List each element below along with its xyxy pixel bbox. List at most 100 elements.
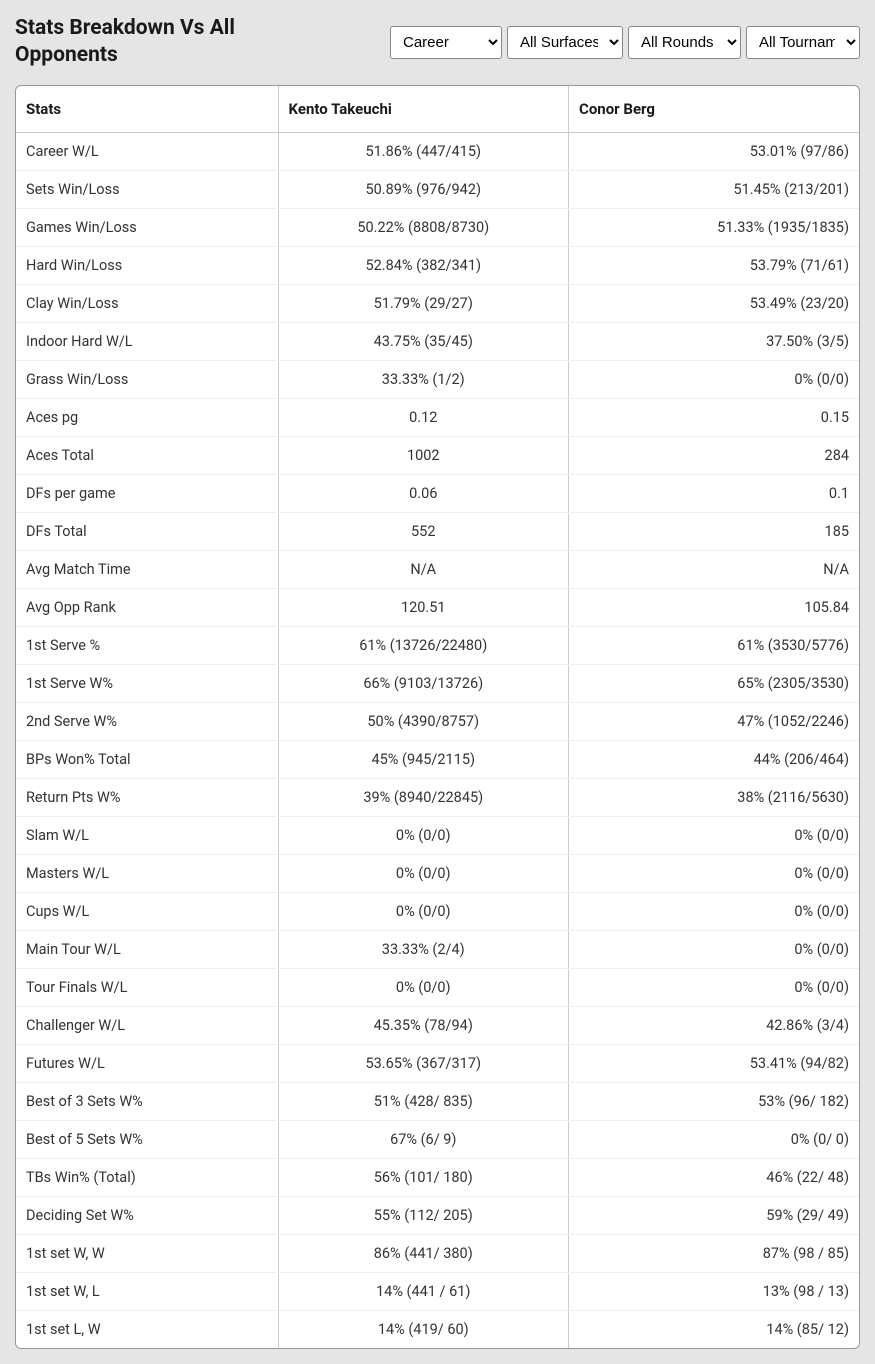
filter-surface[interactable]: All Surfaces [507,26,623,59]
stat-value-player2: 105.84 [569,588,860,626]
stat-value-player1: 0% (0/0) [278,854,568,892]
table-row: Cups W/L0% (0/0)0% (0/0) [16,892,859,930]
stat-label: Avg Opp Rank [16,588,278,626]
stat-value-player2: 53.79% (71/61) [569,246,860,284]
stat-value-player1: 120.51 [278,588,568,626]
table-row: Hard Win/Loss52.84% (382/341)53.79% (71/… [16,246,859,284]
stat-value-player2: 61% (3530/5776) [569,626,860,664]
stat-label: Challenger W/L [16,1006,278,1044]
table-row: DFs per game0.060.1 [16,474,859,512]
table-row: Sets Win/Loss50.89% (976/942)51.45% (213… [16,170,859,208]
stat-value-player2: 0% (0/0) [569,360,860,398]
stat-label: Masters W/L [16,854,278,892]
filter-rounds[interactable]: All Rounds [628,26,741,59]
stat-value-player1: 67% (6/ 9) [278,1120,568,1158]
stat-value-player1: 45.35% (78/94) [278,1006,568,1044]
stat-label: Tour Finals W/L [16,968,278,1006]
stat-value-player1: 33.33% (2/4) [278,930,568,968]
table-row: 1st set W, L14% (441 / 61)13% (98 / 13) [16,1272,859,1310]
stat-value-player1: 39% (8940/22845) [278,778,568,816]
table-row: BPs Won% Total45% (945/2115)44% (206/464… [16,740,859,778]
table-row: 2nd Serve W%50% (4390/8757)47% (1052/224… [16,702,859,740]
filter-career[interactable]: Career [390,26,502,59]
stat-value-player1: 50.89% (976/942) [278,170,568,208]
stat-label: 1st set L, W [16,1310,278,1348]
stat-label: 1st set W, W [16,1234,278,1272]
stat-value-player1: 0% (0/0) [278,968,568,1006]
table-row: TBs Win% (Total)56% (101/ 180)46% (22/ 4… [16,1158,859,1196]
table-row: 1st set L, W14% (419/ 60)14% (85/ 12) [16,1310,859,1348]
stat-value-player1: 1002 [278,436,568,474]
stat-value-player2: 44% (206/464) [569,740,860,778]
stat-label: Games Win/Loss [16,208,278,246]
stat-value-player2: 53.49% (23/20) [569,284,860,322]
stat-label: DFs Total [16,512,278,550]
stat-label: Futures W/L [16,1044,278,1082]
stat-value-player1: 52.84% (382/341) [278,246,568,284]
stat-value-player2: 53.41% (94/82) [569,1044,860,1082]
table-row: Deciding Set W%55% (112/ 205)59% (29/ 49… [16,1196,859,1234]
stat-value-player2: 65% (2305/3530) [569,664,860,702]
stat-value-player1: 56% (101/ 180) [278,1158,568,1196]
stat-value-player1: 51.86% (447/415) [278,132,568,170]
stat-value-player1: 51.79% (29/27) [278,284,568,322]
stat-label: TBs Win% (Total) [16,1158,278,1196]
stat-value-player1: 86% (441/ 380) [278,1234,568,1272]
table-row: Games Win/Loss50.22% (8808/8730)51.33% (… [16,208,859,246]
stat-label: Grass Win/Loss [16,360,278,398]
stat-label: Slam W/L [16,816,278,854]
stat-value-player2: 0% (0/ 0) [569,1120,860,1158]
stat-value-player2: 87% (98 / 85) [569,1234,860,1272]
stat-label: 1st set W, L [16,1272,278,1310]
stat-value-player1: 0% (0/0) [278,892,568,930]
stat-value-player1: 55% (112/ 205) [278,1196,568,1234]
stat-value-player1: 14% (419/ 60) [278,1310,568,1348]
table-row: Masters W/L0% (0/0)0% (0/0) [16,854,859,892]
table-row: DFs Total552185 [16,512,859,550]
stat-label: Clay Win/Loss [16,284,278,322]
stat-value-player1: 45% (945/2115) [278,740,568,778]
stat-value-player2: 38% (2116/5630) [569,778,860,816]
table-row: Challenger W/L45.35% (78/94)42.86% (3/4) [16,1006,859,1044]
stat-value-player2: 47% (1052/2246) [569,702,860,740]
table-row: Return Pts W%39% (8940/22845)38% (2116/5… [16,778,859,816]
stat-label: Cups W/L [16,892,278,930]
stat-value-player1: 50.22% (8808/8730) [278,208,568,246]
filters: Career All Surfaces All Rounds All Tourn… [390,26,860,59]
stat-value-player2: 53% (96/ 182) [569,1082,860,1120]
col-header-player2: Conor Berg [569,86,860,133]
stat-value-player2: 14% (85/ 12) [569,1310,860,1348]
stat-value-player1: N/A [278,550,568,588]
stat-value-player2: 42.86% (3/4) [569,1006,860,1044]
table-row: Slam W/L0% (0/0)0% (0/0) [16,816,859,854]
table-row: 1st Serve W%66% (9103/13726)65% (2305/35… [16,664,859,702]
stat-label: Best of 5 Sets W% [16,1120,278,1158]
table-row: Avg Opp Rank120.51105.84 [16,588,859,626]
stat-label: Sets Win/Loss [16,170,278,208]
stat-value-player2: 284 [569,436,860,474]
stat-value-player2: 59% (29/ 49) [569,1196,860,1234]
stat-value-player2: 53.01% (97/86) [569,132,860,170]
stat-value-player2: 0% (0/0) [569,892,860,930]
table-row: Career W/L51.86% (447/415)53.01% (97/86) [16,132,859,170]
stats-table-wrap: Stats Kento Takeuchi Conor Berg Career W… [15,85,860,1349]
stat-value-player2: 46% (22/ 48) [569,1158,860,1196]
table-row: Main Tour W/L33.33% (2/4)0% (0/0) [16,930,859,968]
stat-value-player2: N/A [569,550,860,588]
stats-tbody: Career W/L51.86% (447/415)53.01% (97/86)… [16,132,859,1348]
stat-label: DFs per game [16,474,278,512]
stat-label: Indoor Hard W/L [16,322,278,360]
stat-label: Main Tour W/L [16,930,278,968]
stat-value-player2: 0% (0/0) [569,968,860,1006]
stat-value-player1: 33.33% (1/2) [278,360,568,398]
table-row: Clay Win/Loss51.79% (29/27)53.49% (23/20… [16,284,859,322]
table-row: 1st set W, W86% (441/ 380)87% (98 / 85) [16,1234,859,1272]
table-row: Tour Finals W/L0% (0/0)0% (0/0) [16,968,859,1006]
table-row: Indoor Hard W/L43.75% (35/45)37.50% (3/5… [16,322,859,360]
stat-value-player1: 66% (9103/13726) [278,664,568,702]
stat-value-player2: 0.15 [569,398,860,436]
stat-label: Avg Match Time [16,550,278,588]
filter-tournament[interactable]: All Tournaments [746,26,860,59]
stat-value-player1: 50% (4390/8757) [278,702,568,740]
stat-label: 1st Serve W% [16,664,278,702]
